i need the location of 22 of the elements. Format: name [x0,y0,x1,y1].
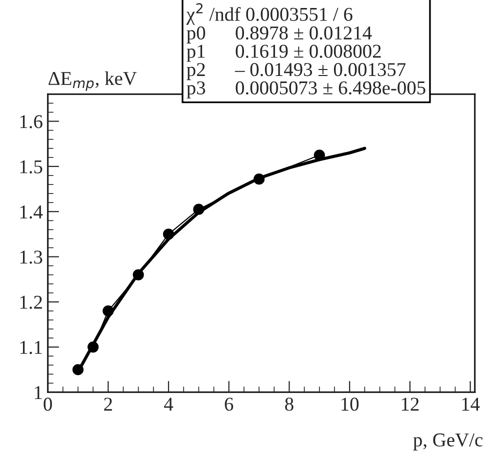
x-tick-label: 0 [44,398,52,411]
text: p2 – 0.01493 ± 0.001357 [186,63,406,80]
text: p0 0.8978 ± 0.01214 [186,26,372,44]
x-tick-label: 6 [224,398,234,411]
y-tick-label: 1.2 [20,296,42,309]
x-tick-label: 10 [342,398,359,411]
x-tick-label: 14 [462,398,480,411]
y-tick-label: 1 [34,386,42,399]
x-tick-label: 2 [104,398,112,411]
y-tick-label: 1.1 [20,340,42,354]
y-axis-title: ΔE$_{mp}$, keV [48,71,137,91]
y-tick-label: 1.4 [20,206,43,219]
y-tick-label: 1.6 [20,115,42,128]
y-tick-label: 1.3 [20,250,42,264]
text: χ$^{2}$ /ndf 0.0003551 / 6 [186,3,352,25]
annotation: p3 0.0005073 ± 6.498e-005 [186,81,426,98]
x-tick-label: 4 [164,398,174,411]
x-tick-label: 12 [402,398,419,411]
y-tick-label: 1.5 [20,160,42,174]
text: p1 0.1619 ± 0.008002 [186,44,381,62]
x-axis-title: p, GeV/c [413,433,483,450]
x-tick-label: 8 [285,398,294,411]
